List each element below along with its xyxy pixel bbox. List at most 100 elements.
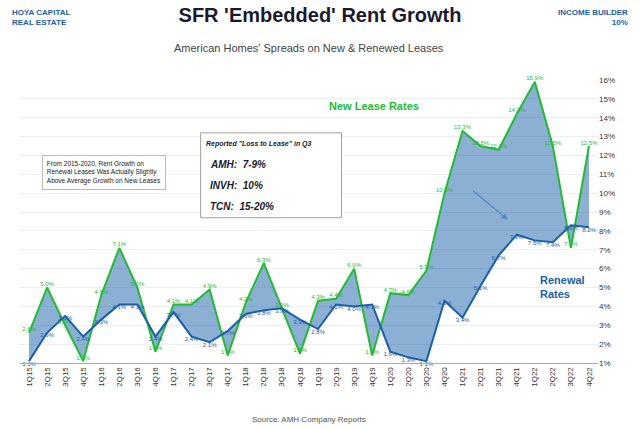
svg-text:1Q15: 1Q15 (25, 367, 34, 387)
svg-text:4.0%: 4.0% (347, 306, 361, 312)
svg-text:4.1%: 4.1% (167, 298, 181, 304)
svg-text:5%: 5% (599, 283, 611, 292)
svg-text:1.6%: 1.6% (383, 351, 397, 357)
svg-text:6%: 6% (599, 264, 611, 273)
svg-text:3.5%: 3.5% (58, 315, 72, 321)
svg-text:1.1%: 1.1% (420, 361, 434, 367)
svg-text:American Homes' Spreads on New: American Homes' Spreads on New & Renewed… (174, 42, 444, 54)
svg-text:New Lease Rates: New Lease Rates (329, 100, 419, 112)
svg-text:2.7%: 2.7% (221, 330, 235, 336)
svg-text:3Q19: 3Q19 (350, 367, 359, 387)
svg-text:2Q16: 2Q16 (115, 367, 124, 387)
svg-text:Source: AMH Company Reports: Source: AMH Company Reports (252, 415, 366, 424)
svg-text:From 2015-2020, Rent Growth on: From 2015-2020, Rent Growth onRenewal Le… (47, 160, 161, 185)
svg-text:2Q15: 2Q15 (43, 367, 52, 387)
svg-text:2.4%: 2.4% (76, 336, 90, 342)
svg-text:5.0%: 5.0% (131, 281, 145, 287)
svg-text:3Q20: 3Q20 (422, 367, 431, 387)
svg-text:2.6%: 2.6% (22, 326, 36, 332)
svg-text:2.4%: 2.4% (185, 336, 199, 342)
svg-text:3Q17: 3Q17 (205, 367, 214, 387)
svg-text:1Q18: 1Q18 (241, 367, 250, 387)
svg-text:1Q21: 1Q21 (458, 367, 467, 387)
svg-text:6.0%: 6.0% (347, 262, 361, 268)
svg-text:13.3%: 13.3% (454, 124, 472, 130)
svg-text:7.1%: 7.1% (564, 241, 578, 247)
svg-text:2.8%: 2.8% (311, 329, 325, 335)
svg-text:10.0%: 10.0% (436, 187, 454, 193)
svg-text:4Q18: 4Q18 (296, 367, 305, 387)
svg-text:12.5%: 12.5% (580, 140, 598, 146)
svg-text:7.1%: 7.1% (112, 241, 126, 247)
svg-text:2Q21: 2Q21 (476, 367, 485, 387)
svg-text:3.3%: 3.3% (293, 319, 307, 325)
svg-text:1.5%: 1.5% (293, 347, 307, 353)
svg-text:1.1%: 1.1% (22, 361, 36, 367)
svg-text:4.3%: 4.3% (438, 300, 452, 306)
svg-text:7.8%: 7.8% (510, 234, 524, 240)
svg-text:9%: 9% (599, 208, 611, 217)
svg-text:6.7%: 6.7% (492, 255, 506, 261)
svg-text:14%: 14% (599, 114, 615, 123)
svg-text:14.2%: 14.2% (508, 107, 526, 113)
svg-text:2.6%: 2.6% (40, 332, 54, 338)
svg-text:8%: 8% (599, 227, 611, 236)
svg-text:7%: 7% (599, 246, 611, 255)
svg-text:10%: 10% (599, 189, 615, 198)
svg-text:13%: 13% (599, 132, 615, 141)
svg-text:8.2%: 8.2% (582, 227, 596, 233)
svg-text:2.4%: 2.4% (149, 336, 163, 342)
svg-text:2Q18: 2Q18 (259, 367, 268, 387)
svg-text:4.1%: 4.1% (112, 304, 126, 310)
svg-text:3.7%: 3.7% (167, 312, 181, 318)
svg-text:2Q20: 2Q20 (404, 367, 413, 387)
svg-text:RenewalRates: RenewalRates (540, 274, 585, 300)
svg-text:3.4%: 3.4% (456, 317, 470, 323)
svg-text:4Q17: 4Q17 (223, 367, 232, 387)
svg-text:3.6%: 3.6% (239, 313, 253, 319)
svg-text:1Q16: 1Q16 (97, 367, 106, 387)
svg-text:5.1%: 5.1% (474, 285, 488, 291)
svg-text:11%: 11% (599, 170, 614, 179)
svg-text:Reported "Loss to Lease" in Q3: Reported "Loss to Lease" in Q3 (206, 140, 312, 148)
svg-text:12%: 12% (599, 151, 615, 160)
svg-text:4.1%: 4.1% (131, 304, 145, 310)
svg-text:2.1%: 2.1% (203, 342, 217, 348)
svg-text:TCN: 15-20%: TCN: 15-20% (210, 201, 274, 212)
svg-text:3%: 3% (599, 321, 611, 330)
svg-text:4%: 4% (599, 302, 611, 311)
svg-text:3Q21: 3Q21 (494, 367, 503, 387)
svg-text:2Q22: 2Q22 (548, 367, 557, 387)
svg-text:4Q16: 4Q16 (151, 367, 160, 387)
svg-text:4.1%: 4.1% (329, 304, 343, 310)
svg-text:1Q22: 1Q22 (530, 367, 539, 387)
svg-text:4.6%: 4.6% (94, 289, 108, 295)
svg-text:1Q17: 1Q17 (169, 367, 178, 387)
svg-text:4Q19: 4Q19 (368, 367, 377, 387)
svg-text:1.3%: 1.3% (401, 357, 415, 363)
svg-text:15.9%: 15.9% (526, 75, 544, 81)
svg-text:1.4%: 1.4% (365, 349, 379, 355)
svg-text:4.3%: 4.3% (311, 294, 325, 300)
svg-text:4Q15: 4Q15 (79, 367, 88, 387)
svg-text:6.3%: 6.3% (257, 257, 271, 263)
svg-text:4.1%: 4.1% (365, 304, 379, 310)
svg-text:15%: 15% (599, 95, 615, 104)
svg-text:1.4%: 1.4% (221, 349, 235, 355)
svg-text:3Q18: 3Q18 (278, 367, 287, 387)
svg-text:7.4%: 7.4% (546, 242, 560, 248)
svg-text:7.5%: 7.5% (528, 240, 542, 246)
svg-text:1Q20: 1Q20 (386, 367, 395, 387)
svg-text:3.9%: 3.9% (275, 302, 289, 308)
svg-text:3Q16: 3Q16 (133, 367, 142, 387)
svg-text:8.3%: 8.3% (564, 225, 578, 231)
svg-text:4.6%: 4.6% (401, 289, 415, 295)
svg-text:HOYA CAPITALREAL ESTATE: HOYA CAPITALREAL ESTATE (12, 8, 70, 27)
svg-text:3Q15: 3Q15 (61, 367, 70, 387)
svg-text:4.2%: 4.2% (239, 296, 253, 302)
svg-text:12.5%: 12.5% (544, 140, 562, 146)
svg-text:1.1%: 1.1% (76, 355, 90, 361)
svg-text:4Q21: 4Q21 (512, 367, 521, 387)
svg-text:12.3%: 12.3% (490, 143, 508, 149)
svg-text:5.0%: 5.0% (40, 281, 54, 287)
